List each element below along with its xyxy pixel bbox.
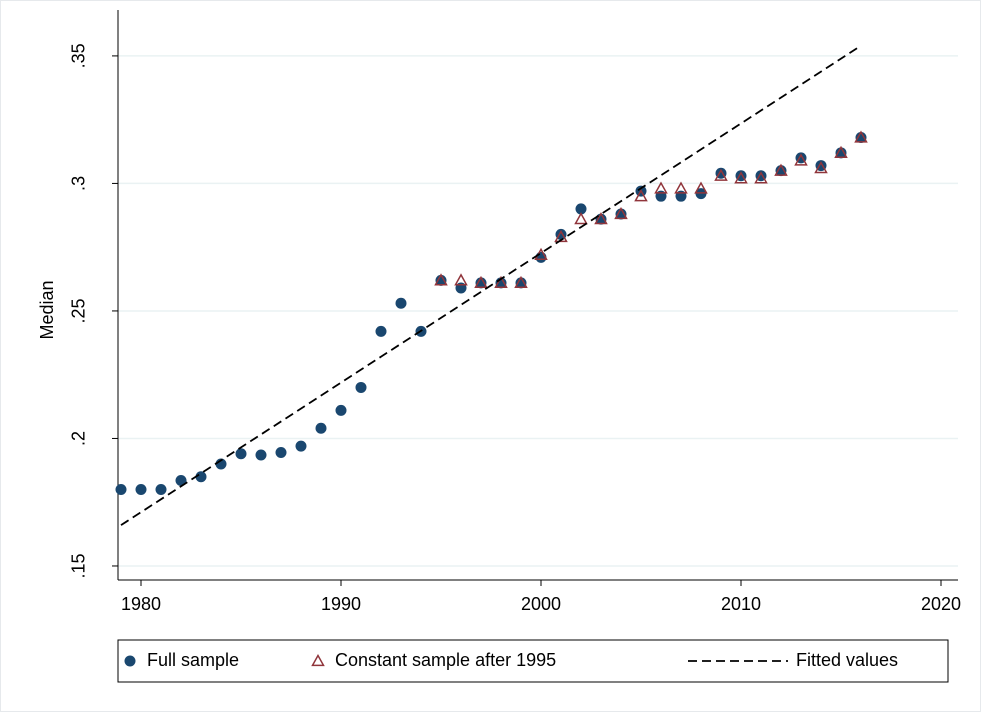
- x-tick-label: 2000: [521, 594, 561, 614]
- y-tick-label: .2: [69, 431, 89, 446]
- point: [315, 422, 327, 434]
- point: [514, 275, 528, 289]
- legend-symbol: [124, 655, 136, 667]
- y-tick-label: .25: [69, 298, 89, 323]
- point: [615, 208, 627, 220]
- point: [734, 171, 748, 184]
- point: [574, 212, 588, 225]
- point: [654, 181, 668, 194]
- point: [515, 277, 527, 289]
- point: [235, 448, 247, 460]
- point: [694, 181, 708, 194]
- point: [255, 449, 267, 461]
- point: [594, 212, 608, 225]
- point: [115, 483, 127, 495]
- y-axis-label: Median: [37, 280, 57, 339]
- point: [634, 189, 648, 202]
- point: [275, 446, 287, 458]
- point: [855, 132, 867, 144]
- point: [714, 168, 728, 181]
- point: [395, 297, 407, 309]
- point: [835, 147, 847, 159]
- legend-label: Fitted values: [796, 650, 898, 670]
- point: [155, 483, 167, 495]
- point: [494, 275, 508, 289]
- point: [754, 171, 768, 184]
- point: [434, 273, 448, 286]
- y-tick-label: .15: [69, 553, 89, 578]
- legend-label: Full sample: [147, 650, 239, 670]
- point: [475, 277, 487, 289]
- point: [854, 130, 868, 143]
- fitted-line: [120, 44, 862, 526]
- point: [135, 483, 147, 495]
- point: [775, 165, 787, 177]
- point: [814, 161, 828, 174]
- point: [674, 181, 688, 194]
- point: [195, 471, 207, 483]
- point: [774, 163, 788, 176]
- legend-label: Constant sample after 1995: [335, 650, 556, 670]
- point: [554, 229, 568, 243]
- point: [614, 206, 628, 220]
- point: [794, 153, 808, 166]
- point: [834, 145, 848, 158]
- point: [474, 275, 488, 289]
- point: [175, 475, 187, 487]
- legend-box: [117, 639, 949, 683]
- point: [575, 203, 587, 215]
- x-tick-label: 1980: [121, 594, 161, 614]
- point: [295, 440, 307, 452]
- point: [335, 404, 347, 416]
- x-tick-label: 2020: [921, 594, 961, 614]
- x-tick-label: 1990: [321, 594, 361, 614]
- point: [355, 381, 367, 393]
- x-tick-label: 2010: [721, 594, 761, 614]
- point: [454, 273, 468, 286]
- point: [435, 274, 447, 286]
- point: [375, 325, 387, 337]
- legend-symbol: [311, 653, 325, 667]
- y-tick-label: .3: [69, 176, 89, 191]
- y-tick-label: .35: [69, 43, 89, 68]
